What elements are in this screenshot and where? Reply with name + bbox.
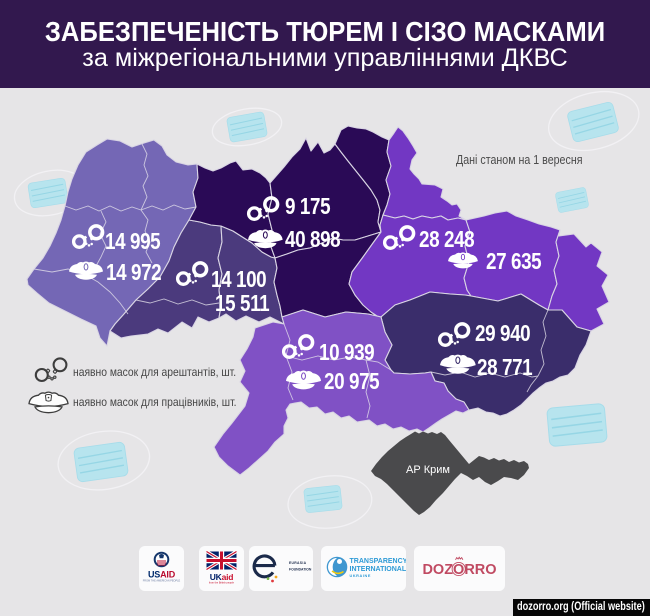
- svg-text:EURASIA: EURASIA: [289, 561, 307, 565]
- svg-text:FROM THE AMERICAN PEOPLE: FROM THE AMERICAN PEOPLE: [143, 580, 181, 583]
- svg-text:UKRAINE: UKRAINE: [350, 574, 372, 578]
- svg-text:UKaid: UKaid: [210, 572, 234, 582]
- svg-text:INTERNATIONAL: INTERNATIONAL: [350, 566, 407, 573]
- svg-text:from the British people: from the British people: [209, 581, 235, 584]
- svg-text:USAID: USAID: [148, 570, 176, 580]
- svg-text:TRANSPARENCY: TRANSPARENCY: [350, 558, 407, 565]
- svg-text:FOUNDATION: FOUNDATION: [289, 568, 312, 572]
- svg-text:DOZORRO: DOZORRO: [422, 562, 496, 578]
